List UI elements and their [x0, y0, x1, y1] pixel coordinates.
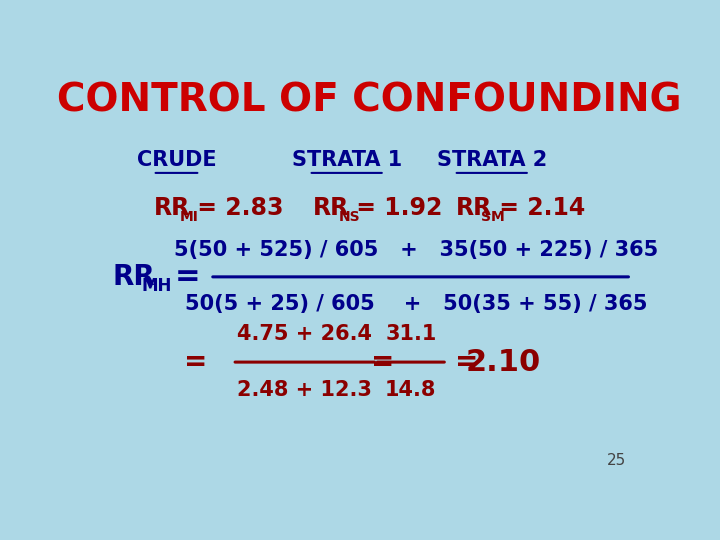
Text: RR: RR	[154, 196, 190, 220]
Text: 25: 25	[606, 453, 626, 468]
Text: MI: MI	[180, 210, 199, 224]
Text: 31.1: 31.1	[385, 324, 436, 344]
Text: MH: MH	[142, 277, 172, 295]
Text: = 1.92: = 1.92	[348, 196, 443, 220]
Text: =: =	[455, 348, 478, 376]
Text: =: =	[372, 348, 395, 376]
Text: 2.48 + 12.3: 2.48 + 12.3	[238, 380, 372, 400]
Text: SM: SM	[481, 210, 505, 224]
Text: 50(5 + 25) / 605    +   50(35 + 55) / 365: 50(5 + 25) / 605 + 50(35 + 55) / 365	[185, 294, 648, 314]
Text: 2.10: 2.10	[465, 348, 541, 376]
Text: STRATA 2: STRATA 2	[436, 151, 547, 171]
Text: =: =	[184, 348, 207, 376]
Text: STRATA 1: STRATA 1	[292, 151, 402, 171]
Text: NS: NS	[339, 210, 361, 224]
Text: 4.75 + 26.4: 4.75 + 26.4	[238, 324, 372, 344]
Text: RR: RR	[456, 196, 492, 220]
Text: 5(50 + 525) / 605   +   35(50 + 225) / 365: 5(50 + 525) / 605 + 35(50 + 225) / 365	[174, 240, 659, 260]
Text: 14.8: 14.8	[385, 380, 436, 400]
Text: = 2.83: = 2.83	[189, 196, 284, 220]
Text: RR: RR	[112, 263, 155, 291]
Text: = 2.14: = 2.14	[490, 196, 585, 220]
Text: CONTROL OF CONFOUNDING: CONTROL OF CONFOUNDING	[57, 81, 681, 119]
Text: CRUDE: CRUDE	[137, 151, 216, 171]
Text: =: =	[175, 262, 200, 292]
Text: RR: RR	[313, 196, 349, 220]
